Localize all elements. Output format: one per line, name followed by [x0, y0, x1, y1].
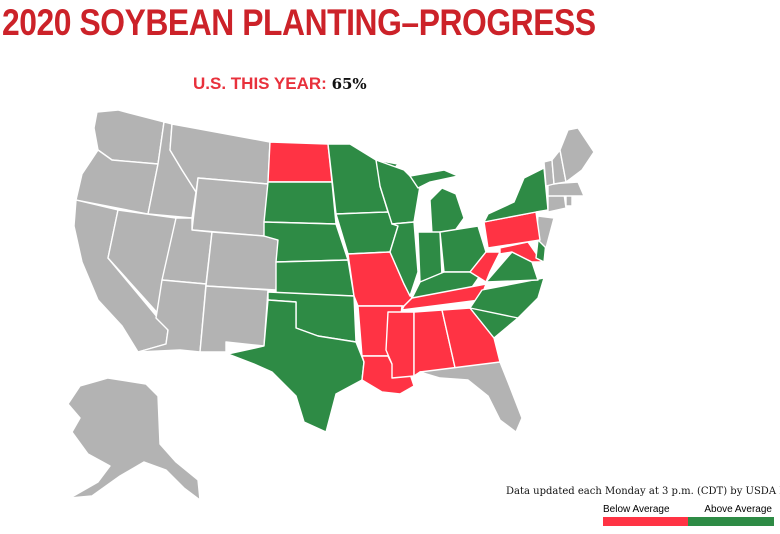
legend: Below Average Above Average	[603, 504, 774, 526]
data-update-note: Data updated each Monday at 3 p.m. (CDT)…	[506, 486, 780, 497]
state-nd	[267, 141, 333, 183]
state-co	[205, 231, 279, 291]
legend-swatch-above	[688, 517, 774, 526]
state-ks	[275, 259, 355, 297]
national-progress-label: U.S. THIS YEAR:	[193, 74, 327, 93]
state-ma	[547, 181, 585, 197]
state-ia	[335, 211, 399, 255]
state-wy	[191, 177, 269, 237]
state-nm	[199, 285, 269, 353]
state-ga	[441, 307, 501, 373]
state-ak	[67, 377, 201, 501]
state-wv	[469, 251, 501, 283]
legend-label-above: Above Average	[704, 504, 772, 515]
state-sd	[263, 181, 337, 225]
state-mi	[409, 169, 465, 235]
state-il	[389, 221, 419, 297]
national-progress: U.S. THIS YEAR: 65%	[193, 74, 367, 94]
state-fl	[419, 361, 523, 433]
states-layer	[67, 109, 595, 501]
legend-swatch-below	[603, 517, 688, 526]
state-tx	[227, 299, 365, 433]
state-me	[559, 127, 595, 183]
state-ny	[483, 167, 549, 223]
national-progress-value: 65%	[331, 75, 367, 93]
legend-label-below: Below Average	[603, 504, 670, 515]
page-title: 2020 SOYBEAN PLANTING–PROGRESS	[2, 2, 596, 43]
